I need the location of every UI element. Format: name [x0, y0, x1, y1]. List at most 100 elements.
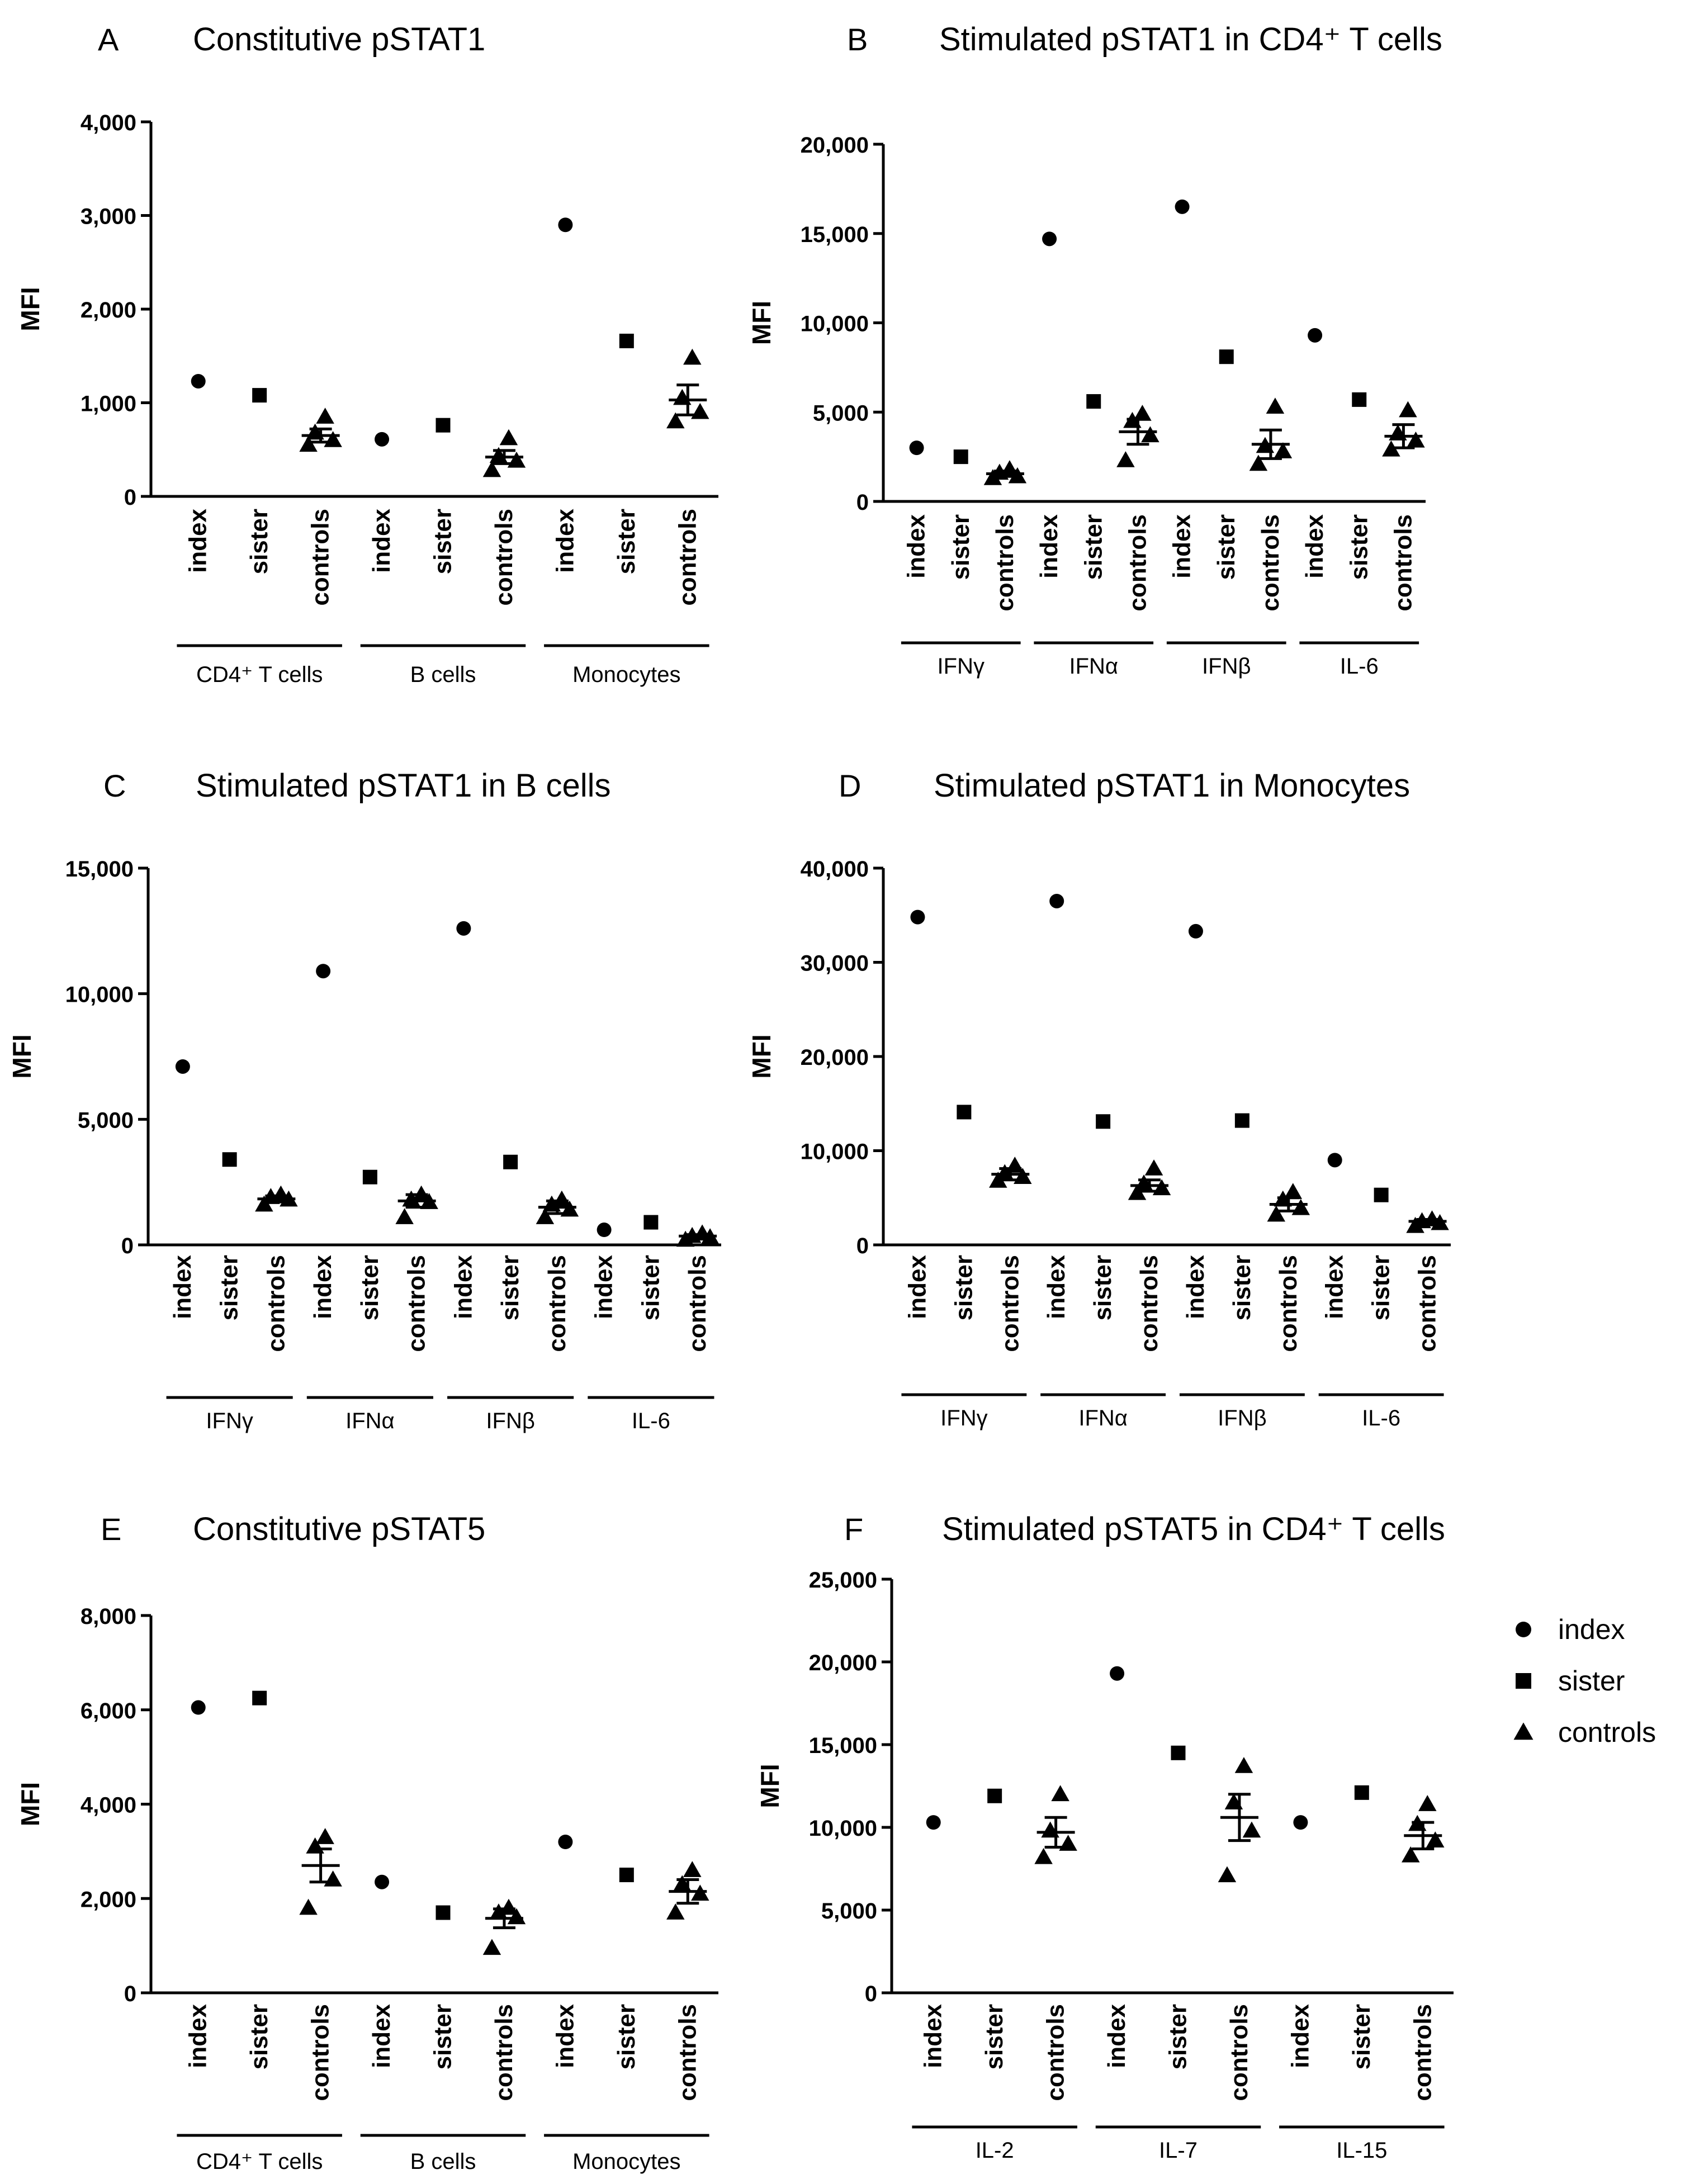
group-2: index sister controls IFNβ	[1166, 199, 1293, 679]
x-category-label: controls	[996, 1255, 1024, 1352]
legend-item-index: index	[1516, 1614, 1625, 1645]
data-point-controls	[1402, 1846, 1420, 1863]
data-point-index	[1293, 1815, 1308, 1830]
group-label: IL-7	[1159, 2138, 1198, 2163]
x-category-label: controls	[1414, 1255, 1441, 1352]
data-point-controls	[324, 431, 342, 447]
data-point-controls	[1128, 1183, 1147, 1200]
data-point-index	[1049, 893, 1064, 908]
data-point-sister	[252, 388, 267, 403]
x-category-label: index	[1043, 1254, 1070, 1319]
data-point-index	[1042, 231, 1057, 247]
x-category-label: index	[184, 2003, 212, 2068]
data-point-sister	[1219, 349, 1234, 364]
group-1: index sister controls IFNα	[306, 964, 438, 1433]
x-category-label: sister	[245, 509, 273, 574]
x-category-label: index	[1035, 514, 1063, 578]
data-point-controls	[1291, 1198, 1310, 1215]
x-category-label: sister	[1345, 514, 1372, 580]
data-point-controls	[1133, 405, 1152, 421]
group-label: IL-6	[632, 1409, 670, 1433]
x-category-label: index	[903, 514, 930, 578]
data-point-controls	[1274, 442, 1293, 458]
data-point-controls	[1152, 1179, 1171, 1196]
x-category-label: controls	[490, 2004, 518, 2101]
panel-letter: A	[98, 22, 119, 57]
group-label: IFNα	[1078, 1406, 1128, 1430]
data-point-sister	[953, 449, 968, 465]
legend-label: controls	[1558, 1717, 1656, 1748]
data-point-controls	[395, 1208, 414, 1224]
data-point-controls	[1116, 451, 1135, 467]
x-category-label: controls	[674, 2004, 701, 2101]
y-tick-label: 10,000	[801, 312, 869, 337]
data-point-controls	[316, 408, 334, 424]
group-label: IL-6	[1362, 1406, 1400, 1430]
legend-item-sister: sister	[1516, 1665, 1625, 1697]
data-point-sister	[503, 1154, 518, 1169]
panel-letter: D	[839, 768, 861, 803]
x-category-label: index	[551, 2003, 579, 2068]
group-label: B cells	[410, 2149, 476, 2174]
data-point-controls	[499, 429, 518, 446]
y-tick-label: 0	[124, 485, 136, 510]
group-1: index sister controls IL-7	[1095, 1666, 1261, 2163]
data-point-sister	[1374, 1187, 1389, 1202]
data-point-sister	[619, 1868, 634, 1883]
x-category-label: controls	[543, 1255, 571, 1352]
group-label: B cells	[410, 662, 476, 687]
data-point-controls	[691, 402, 709, 419]
data-point-sister	[619, 333, 634, 348]
x-category-label: controls	[262, 1255, 290, 1352]
data-point-index	[375, 432, 390, 447]
y-axis-label: MFI	[747, 1034, 776, 1078]
group-label: CD4⁺ T cells	[196, 662, 323, 687]
data-point-sister	[643, 1215, 659, 1230]
y-tick-label: 10,000	[809, 1816, 877, 1841]
x-category-label: index	[368, 2003, 395, 2068]
y-tick-label: 0	[856, 490, 869, 515]
group-label: IFNγ	[940, 1406, 987, 1430]
x-category-label: controls	[490, 509, 518, 606]
group-label: IFNβ	[1202, 654, 1251, 679]
legend-label: index	[1558, 1614, 1625, 1645]
x-category-label: index	[449, 1254, 477, 1319]
data-point-index	[191, 1700, 206, 1715]
y-tick-label: 0	[865, 1982, 877, 2006]
y-tick-label: 20,000	[809, 1651, 877, 1675]
x-category-label: controls	[1124, 514, 1151, 612]
y-tick-label: 15,000	[65, 857, 134, 882]
data-point-controls	[666, 1903, 685, 1920]
chart-title: Stimulated pSTAT1 in CD4⁺ T cells	[939, 21, 1442, 58]
data-point-controls	[683, 1861, 702, 1877]
x-category-label: controls	[1257, 514, 1284, 612]
x-category-label: sister	[1089, 1255, 1116, 1320]
x-category-label: sister	[356, 1255, 384, 1320]
group-2: index sister controls IL-15	[1279, 1785, 1445, 2163]
x-category-label: index	[1168, 514, 1196, 578]
group-2: index sister controls Monocytes	[544, 1835, 709, 2174]
y-tick-label: 20,000	[801, 133, 869, 158]
group-label: IFNα	[345, 1409, 395, 1433]
data-point-index	[910, 909, 925, 925]
data-point-index	[191, 373, 206, 389]
y-tick-label: 10,000	[801, 1140, 869, 1164]
group-3: index sister controls IL-6	[1318, 1153, 1449, 1430]
x-category-label: index	[1103, 2003, 1130, 2068]
group-0: index sister controls IFNγ	[901, 440, 1027, 679]
data-point-index	[1175, 199, 1190, 214]
data-point-controls	[1242, 1821, 1261, 1838]
data-point-controls	[1006, 1157, 1024, 1173]
y-tick-label: 0	[124, 1982, 136, 2006]
x-category-label: sister	[1348, 2004, 1375, 2069]
x-category-label: sister	[429, 2004, 457, 2069]
y-tick-label: 10,000	[65, 983, 134, 1007]
data-point-sister	[987, 1788, 1002, 1803]
data-point-controls	[1267, 1205, 1286, 1222]
x-category-label: index	[590, 1254, 618, 1319]
y-tick-label: 0	[121, 1234, 134, 1258]
data-point-controls	[499, 1898, 518, 1915]
data-point-controls	[666, 412, 685, 429]
y-tick-label: 25,000	[809, 1568, 877, 1593]
y-tick-label: 15,000	[801, 222, 869, 247]
